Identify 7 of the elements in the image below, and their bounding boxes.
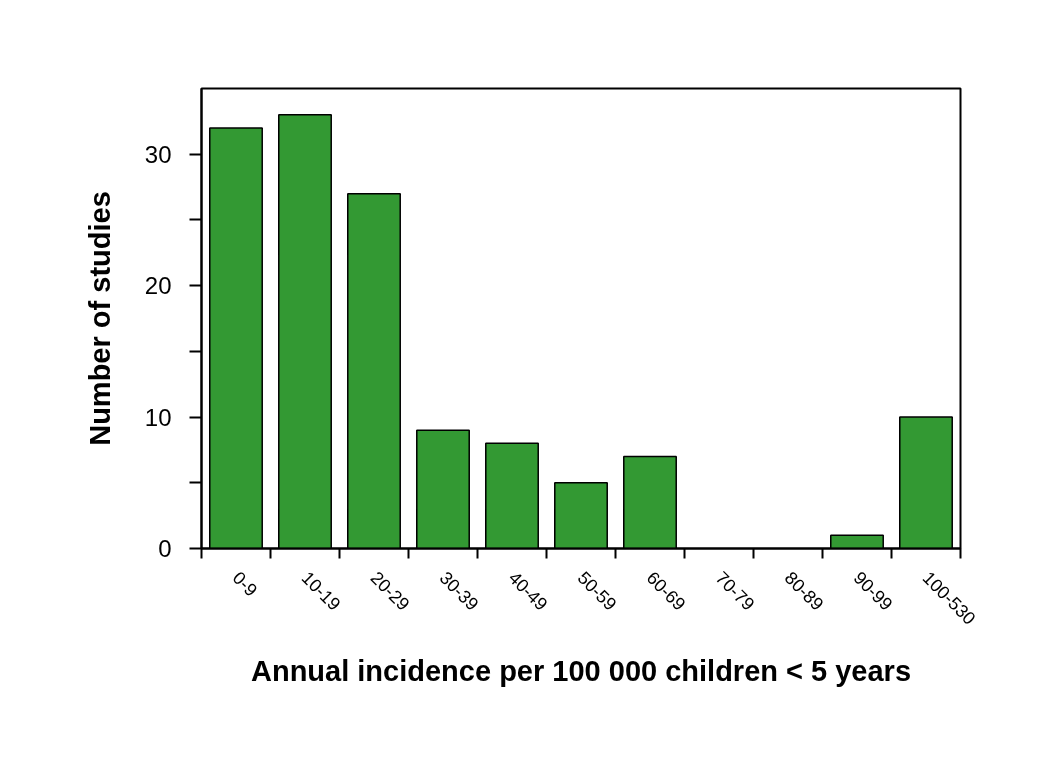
y-axis-title: Number of studies: [83, 191, 116, 446]
y-tick-label: 0: [158, 535, 172, 562]
y-tick-label: 20: [144, 272, 172, 300]
x-axis-title: Annual incidence per 100 000 children < 5 years: [250, 655, 912, 688]
y-tick-label: 30: [144, 140, 172, 168]
y-tick-label: 10: [144, 403, 172, 431]
x-tick-label: 0-9: [228, 567, 262, 601]
